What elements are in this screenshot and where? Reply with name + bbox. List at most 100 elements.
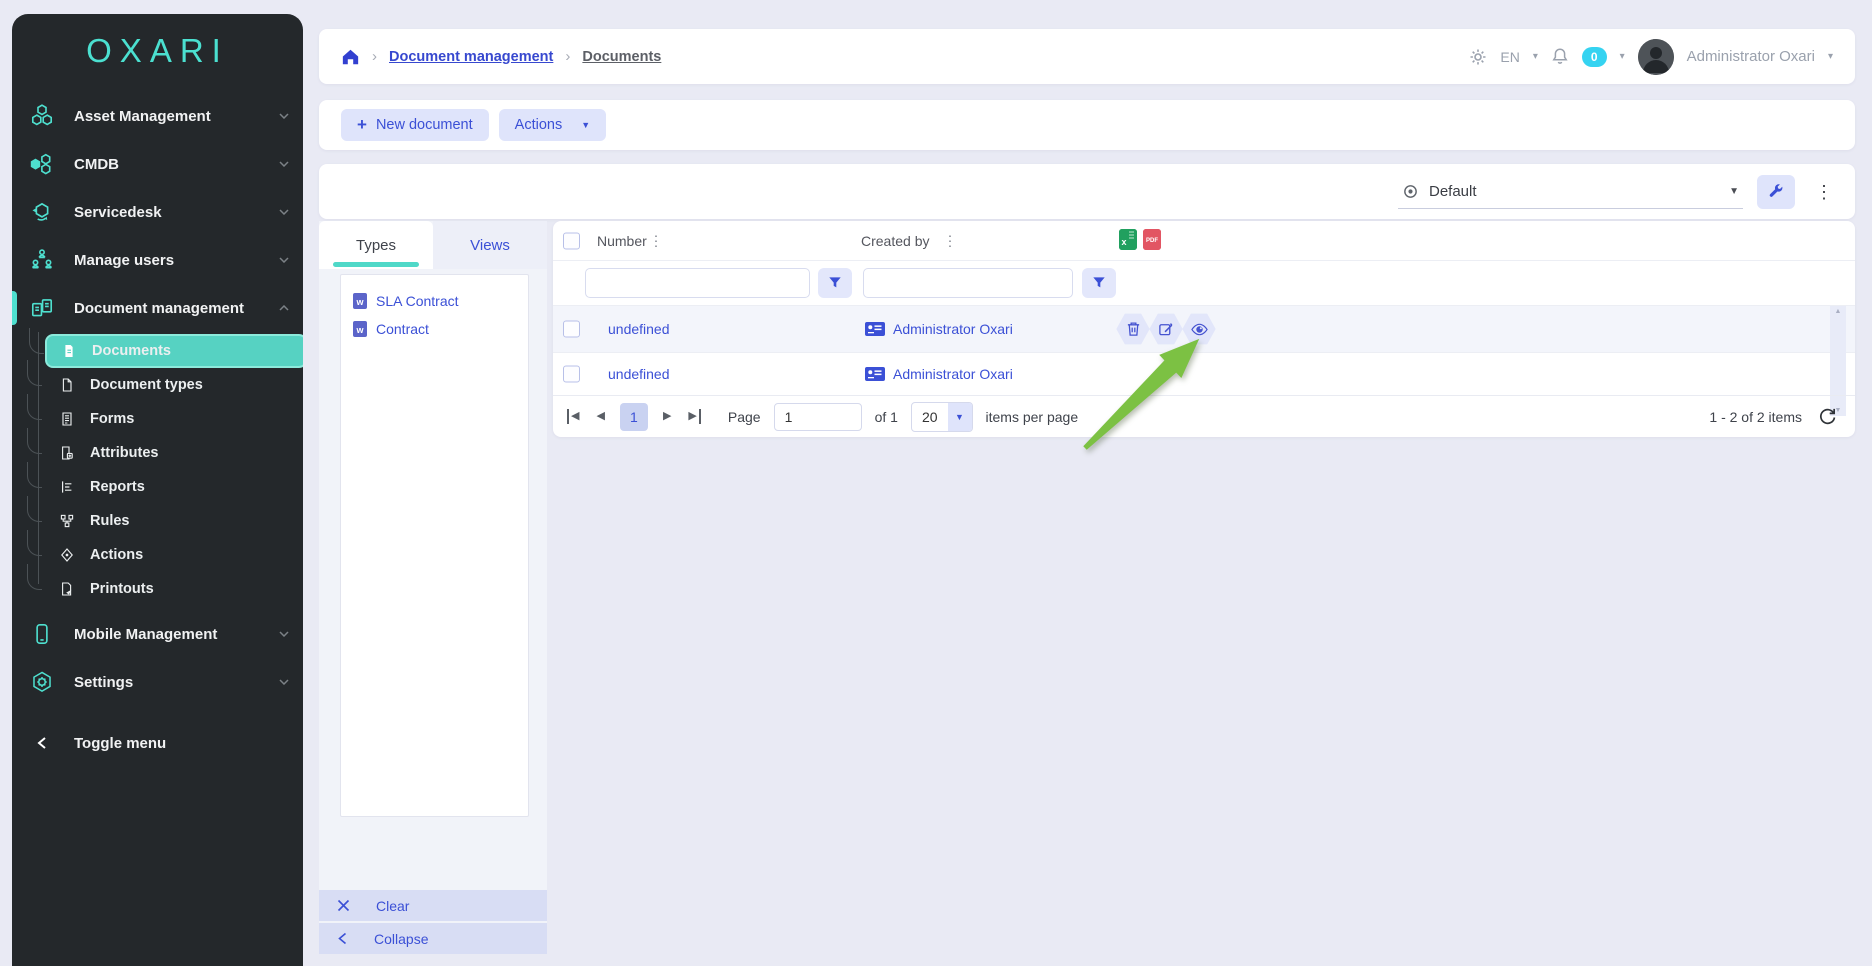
row-checkbox[interactable] bbox=[563, 365, 580, 383]
id-card-icon bbox=[865, 322, 885, 336]
scroll-up-icon[interactable]: ▲ bbox=[1834, 308, 1842, 315]
items-per-page-label: items per page bbox=[985, 408, 1079, 425]
breadcrumb-link-document-management[interactable]: Document management bbox=[389, 48, 554, 65]
sidebar-item-actions[interactable]: Actions bbox=[27, 530, 291, 572]
tree-item-label: SLA Contract bbox=[376, 293, 459, 309]
gear-icon[interactable] bbox=[1469, 48, 1487, 66]
breadcrumb-separator-icon: › bbox=[565, 48, 571, 65]
sidebar-item-label: Settings bbox=[74, 673, 134, 691]
toggle-menu-button[interactable]: Toggle menu bbox=[12, 720, 303, 766]
items-summary: 1 - 2 of 2 items bbox=[1709, 408, 1802, 425]
export-pdf-icon[interactable]: PDF bbox=[1143, 229, 1161, 250]
view-button[interactable] bbox=[1182, 313, 1216, 345]
new-document-button[interactable]: + New document bbox=[341, 109, 489, 141]
export-excel-icon[interactable]: x bbox=[1119, 229, 1137, 250]
actions-label: Actions bbox=[514, 117, 563, 133]
table-header-row: Number ⋮ Created by ⋮ x PDF bbox=[553, 221, 1855, 261]
column-menu-kebab[interactable]: ⋮ bbox=[943, 232, 957, 248]
sidebar-item-forms[interactable]: Forms bbox=[27, 394, 291, 436]
breadcrumb-current-documents[interactable]: Documents bbox=[582, 48, 662, 65]
sidebar-item-mobile-management[interactable]: Mobile Management bbox=[12, 610, 303, 658]
current-page-button[interactable]: 1 bbox=[619, 402, 648, 431]
language-selector[interactable]: EN bbox=[1500, 48, 1520, 65]
chevron-down-icon bbox=[279, 631, 289, 637]
page-size-dropdown[interactable]: 20 ▼ bbox=[910, 401, 973, 432]
sidebar-item-attributes[interactable]: Attributes bbox=[27, 428, 291, 470]
user-name[interactable]: Administrator Oxari bbox=[1686, 48, 1815, 65]
tab-types[interactable]: Types bbox=[319, 221, 433, 269]
grid-settings-button[interactable] bbox=[1757, 174, 1795, 209]
refresh-icon[interactable] bbox=[1818, 407, 1837, 426]
previous-page-button[interactable]: ◀ bbox=[596, 410, 605, 422]
sidebar-item-printouts[interactable]: Printouts bbox=[27, 564, 291, 606]
chevron-down-icon[interactable]: ▾ bbox=[1619, 51, 1625, 62]
table-row: undefined Administrator Oxari bbox=[553, 353, 1855, 396]
printouts-icon bbox=[58, 581, 76, 597]
delete-button[interactable] bbox=[1116, 313, 1150, 345]
sidebar-item-documents[interactable]: Documents bbox=[29, 328, 303, 368]
sidebar-item-label: Manage users bbox=[74, 251, 175, 269]
created-by-link[interactable]: Administrator Oxari bbox=[893, 366, 1013, 382]
chevron-down-icon[interactable]: ▾ bbox=[1827, 51, 1833, 62]
cell-created-by[interactable]: Administrator Oxari bbox=[865, 321, 1013, 337]
column-header-created-by[interactable]: Created by bbox=[861, 232, 930, 249]
eye-icon bbox=[1190, 323, 1208, 335]
page-number-input[interactable] bbox=[773, 402, 862, 431]
chevron-down-icon[interactable]: ▾ bbox=[1532, 51, 1538, 62]
tree-item-contract[interactable]: w Contract bbox=[351, 315, 518, 343]
cell-number-link[interactable]: undefined bbox=[608, 321, 670, 337]
filter-input-created-by[interactable] bbox=[863, 268, 1073, 298]
chevron-left-icon bbox=[28, 736, 56, 750]
filter-button-created-by[interactable] bbox=[1082, 268, 1116, 298]
tab-views[interactable]: Views bbox=[433, 221, 547, 269]
sidebar-item-cmdb[interactable]: CMDB bbox=[12, 140, 303, 188]
avatar[interactable] bbox=[1637, 38, 1674, 75]
filter-input-number[interactable] bbox=[585, 268, 810, 298]
view-select[interactable]: Default ▼ bbox=[1398, 175, 1743, 209]
clear-button[interactable]: Clear bbox=[319, 890, 547, 921]
home-icon[interactable] bbox=[341, 48, 360, 66]
tab-views-label: Views bbox=[470, 236, 510, 254]
sidebar-item-asset-management[interactable]: Asset Management bbox=[12, 92, 303, 140]
svg-text:x: x bbox=[1121, 237, 1126, 247]
bell-icon[interactable] bbox=[1551, 47, 1569, 66]
next-page-button[interactable]: ▶ bbox=[662, 410, 672, 422]
scroll-down-icon[interactable]: ▼ bbox=[1834, 407, 1842, 414]
page-size-value: 20 bbox=[921, 408, 938, 425]
notification-badge[interactable]: 0 bbox=[1581, 46, 1607, 67]
page-of-label: of 1 bbox=[874, 408, 898, 425]
first-page-button[interactable]: ◀ bbox=[567, 409, 581, 424]
sidebar-item-servicedesk[interactable]: Servicedesk bbox=[12, 188, 303, 236]
select-all-checkbox[interactable] bbox=[563, 232, 580, 249]
sidebar-item-rules[interactable]: Rules bbox=[27, 496, 291, 538]
sidebar-item-manage-users[interactable]: Manage users bbox=[12, 236, 303, 284]
sidebar-item-reports[interactable]: Reports bbox=[27, 462, 291, 504]
document-types-icon bbox=[58, 377, 76, 393]
edit-button[interactable] bbox=[1149, 313, 1183, 345]
created-by-link[interactable]: Administrator Oxari bbox=[893, 321, 1013, 337]
chevron-down-icon bbox=[279, 257, 289, 263]
view-icon bbox=[1402, 183, 1419, 200]
table-scrollbar[interactable]: ▲ ▼ bbox=[1830, 306, 1846, 416]
filter-button-number[interactable] bbox=[818, 268, 852, 298]
collapse-button[interactable]: Collapse bbox=[319, 923, 547, 954]
row-checkbox[interactable] bbox=[563, 320, 580, 338]
cell-created-by[interactable]: Administrator Oxari bbox=[865, 366, 1013, 382]
word-document-icon: w bbox=[353, 321, 367, 337]
column-menu-kebab[interactable]: ⋮ bbox=[649, 232, 663, 248]
wrench-icon bbox=[1767, 183, 1785, 201]
cell-number-link[interactable]: undefined bbox=[608, 366, 670, 382]
sidebar-item-label: Mobile Management bbox=[74, 625, 218, 643]
more-options-kebab[interactable]: ⋮ bbox=[1815, 181, 1833, 202]
actions-dropdown-button[interactable]: Actions ▼ bbox=[498, 109, 607, 141]
sidebar-item-label: Rules bbox=[90, 513, 130, 529]
funnel-icon bbox=[829, 277, 841, 288]
sidebar-item-document-management[interactable]: Document management bbox=[12, 284, 303, 332]
tree-item-sla-contract[interactable]: w SLA Contract bbox=[351, 287, 518, 315]
sidebar-item-document-types[interactable]: Document types bbox=[27, 360, 291, 402]
sidebar-item-label: Documents bbox=[92, 343, 171, 359]
sidebar-item-settings[interactable]: Settings bbox=[12, 658, 303, 706]
column-header-number[interactable]: Number bbox=[597, 232, 647, 249]
word-document-icon: w bbox=[353, 293, 367, 309]
last-page-button[interactable]: ▶ bbox=[686, 409, 701, 424]
